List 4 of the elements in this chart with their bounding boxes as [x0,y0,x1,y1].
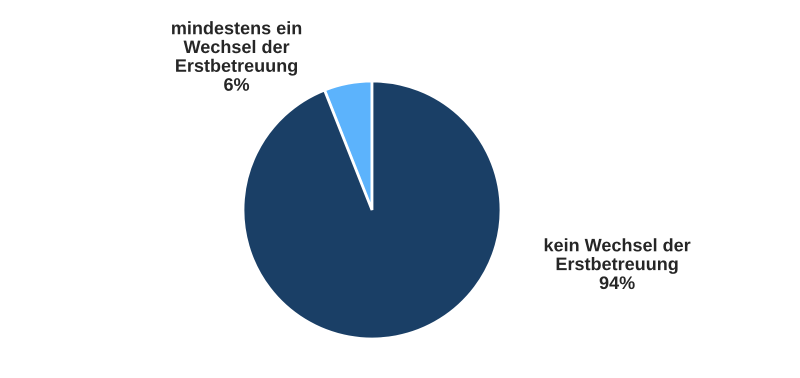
slice-label: kein Wechsel der Erstbetreuung [544,238,690,274]
slice-label: mindestens ein Wechsel der Erstbetreuung [172,21,302,76]
data-label: 94% [600,276,635,290]
data-label: 6% [224,78,250,91]
